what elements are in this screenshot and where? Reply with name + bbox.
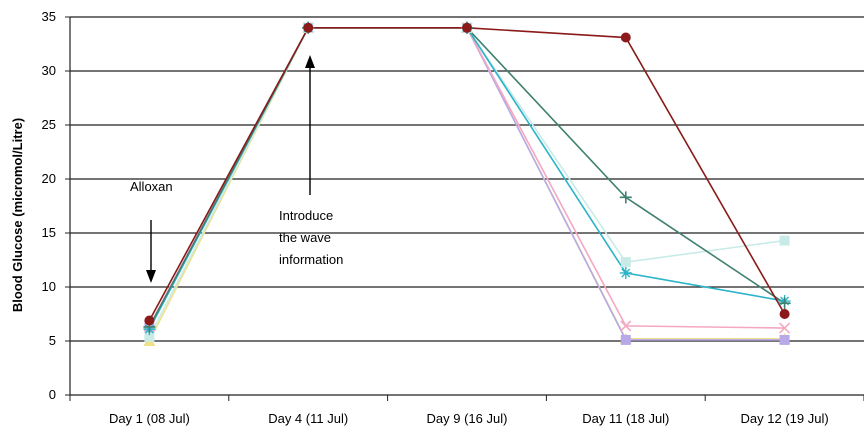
x-tick-label: Day 9 (16 Jul): [427, 411, 508, 426]
annotation-line: the wave: [279, 230, 331, 245]
series-markers: [143, 21, 791, 346]
annotation-alloxan: Alloxan: [130, 179, 173, 194]
data-point: [462, 22, 472, 33]
series-line: [148, 26, 785, 329]
data-point: [779, 334, 790, 345]
x-tick-label: Day 12 (19 Jul): [741, 411, 829, 426]
data-point: [620, 257, 631, 268]
data-point: [620, 32, 631, 43]
y-tick-label: 0: [49, 387, 56, 402]
series-lines: [148, 26, 786, 342]
data-point: [779, 322, 791, 334]
series-line: [148, 26, 786, 321]
data-point: [779, 309, 790, 319]
y-tick-label: 25: [42, 117, 56, 132]
annotation-arrowhead-alloxan: [146, 270, 156, 283]
y-tick-label: 20: [42, 171, 56, 186]
y-tick-label: 30: [42, 63, 56, 78]
data-point: [620, 320, 632, 332]
x-tick-label: Day 11 (18 Jul): [582, 411, 669, 426]
y-tick-label: 10: [42, 279, 56, 294]
series-line: [148, 26, 785, 338]
y-tick-label: 5: [49, 333, 56, 348]
series-line: [148, 26, 785, 341]
data-point: [620, 334, 631, 345]
data-point: [144, 315, 155, 326]
annotation-line: information: [279, 252, 343, 267]
data-point: [779, 235, 790, 246]
data-point: [619, 266, 632, 279]
annotation-wave-information: Introduce the wave information: [279, 208, 343, 267]
data-point: [619, 191, 632, 204]
data-point: [303, 22, 314, 33]
y-axis-title: Blood Glucose (micromol/Litre): [10, 118, 25, 312]
x-tick-label: Day 1 (08 Jul): [109, 411, 190, 426]
data-point: [778, 297, 791, 310]
annotations: Alloxan Introduce the wave information: [130, 55, 343, 283]
axes: 0 5 10 15 20 25 30 35 Day 1 (08 Jul) Day 4 (11 Ju…: [42, 9, 864, 426]
series-line: [148, 26, 786, 328]
x-tick-label: Day 4 (11 Jul): [268, 411, 348, 426]
gridlines: [70, 16, 864, 342]
annotation-line: Introduce: [279, 208, 333, 223]
annotation-arrowhead-wave: [305, 55, 315, 68]
data-point: [144, 331, 155, 342]
y-tick-label: 35: [42, 9, 56, 24]
series-line: [148, 26, 785, 342]
y-tick-label: 15: [42, 225, 56, 240]
